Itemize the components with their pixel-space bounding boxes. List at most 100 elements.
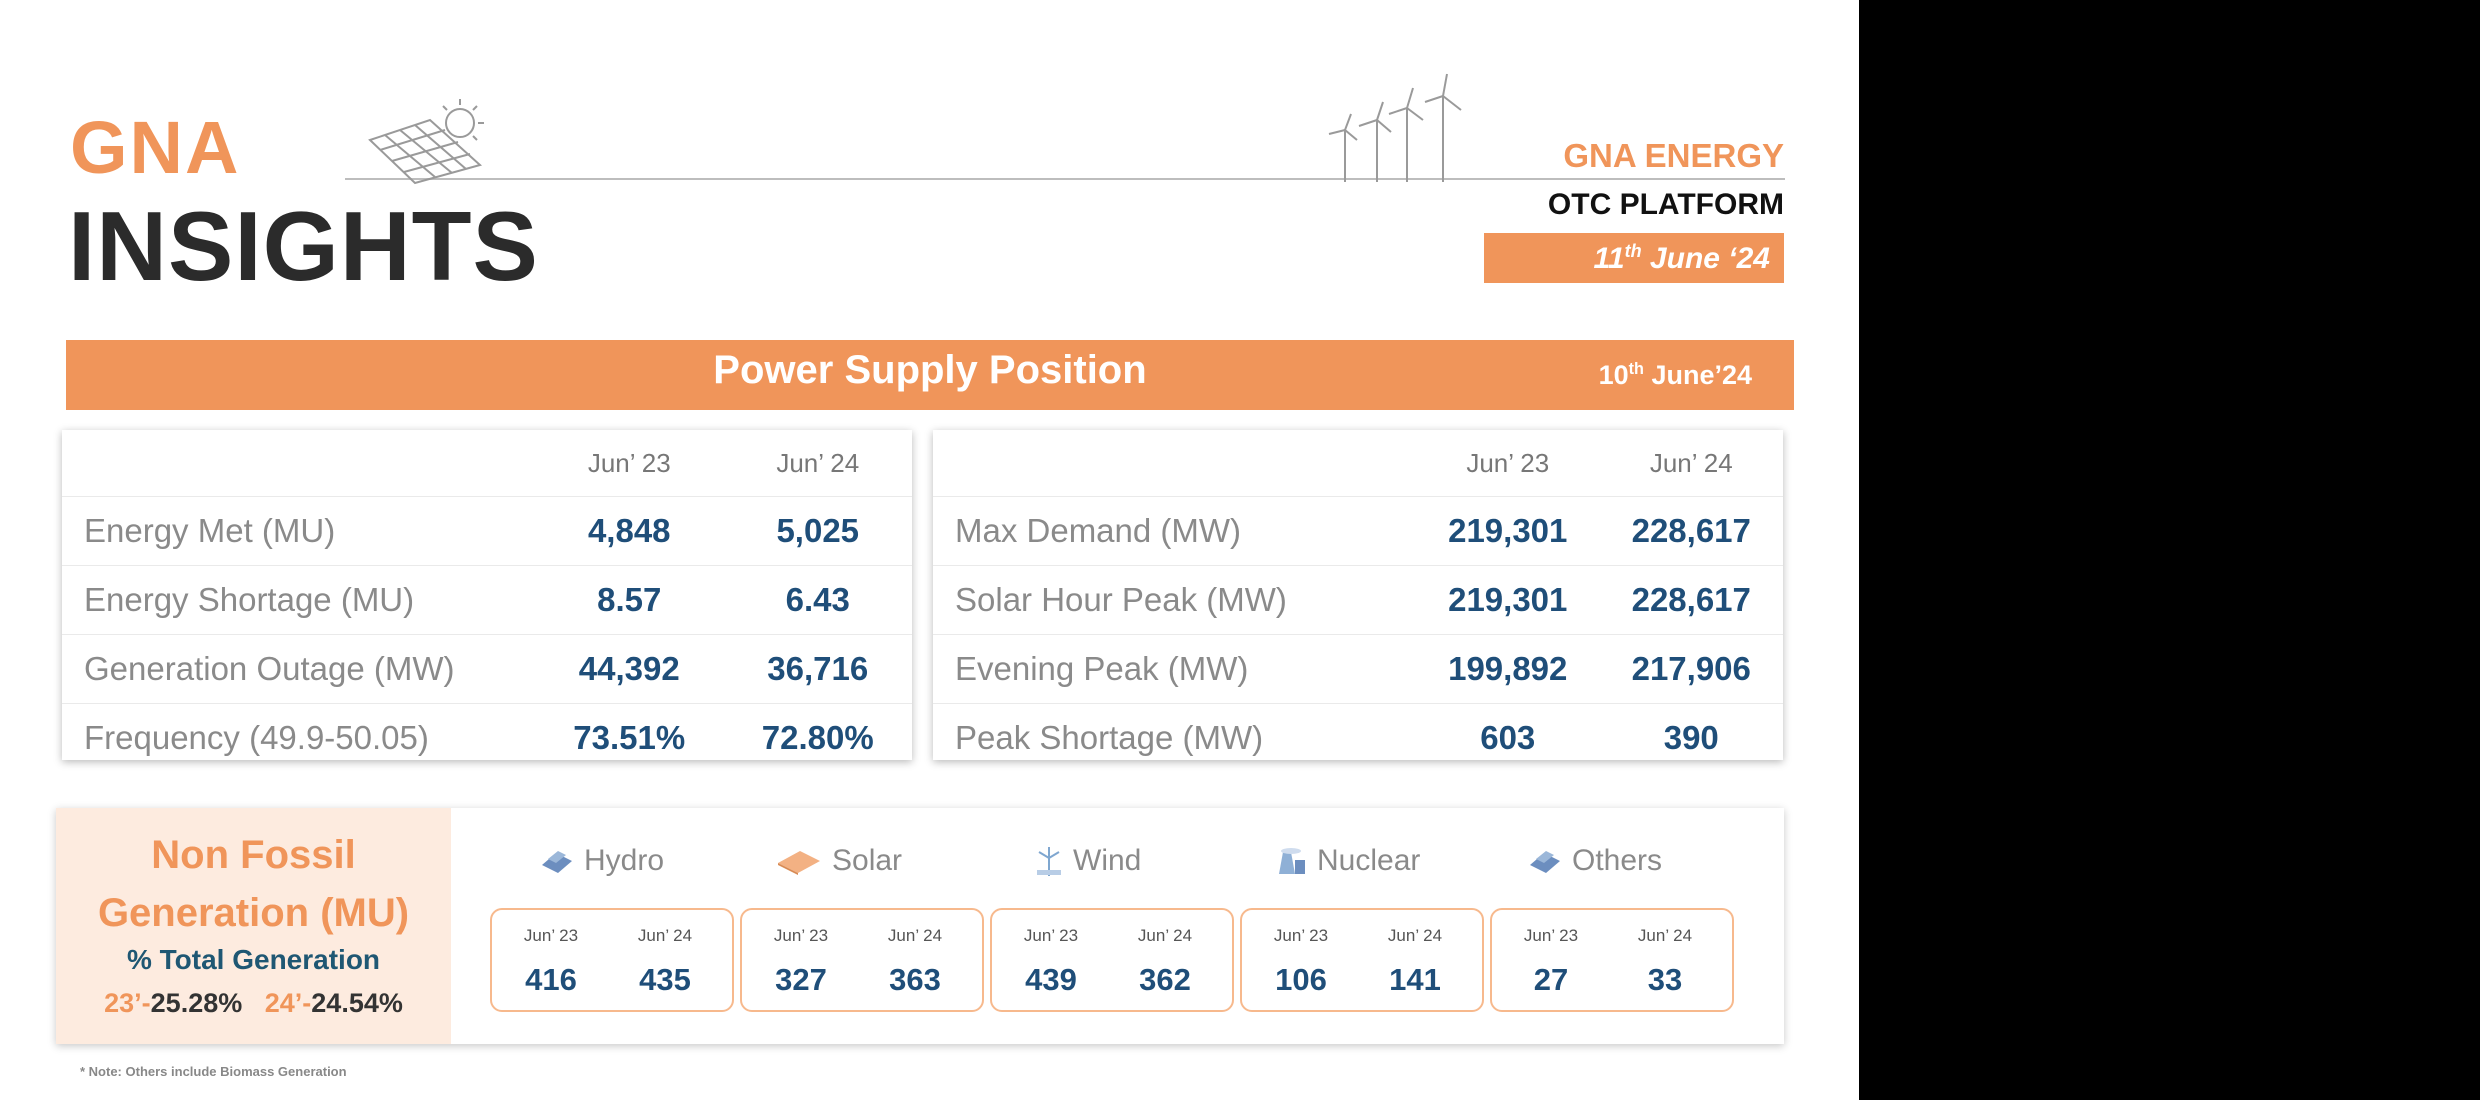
- table-row: Frequency (49.9-50.05) 73.51% 72.80%: [62, 703, 912, 772]
- source-header-wind: Wind: [1035, 836, 1141, 886]
- row-label: Evening Peak (MW): [933, 634, 1416, 704]
- column-header: Jun’ 24: [776, 447, 860, 478]
- value-jun23: 8.57: [535, 565, 724, 635]
- pct-2023-label: 23’-: [104, 988, 151, 1018]
- table-row: Solar Hour Peak (MW) 219,301 228,617: [933, 565, 1783, 635]
- report-date-day: 11: [1593, 242, 1625, 275]
- wind-turbines-icon: [1328, 73, 1462, 182]
- value-jun24: 228,617: [1599, 496, 1783, 566]
- value-jun23: 199,892: [1416, 634, 1600, 704]
- section-date: 10th June’24: [1599, 360, 1752, 391]
- value-jun23: 219,301: [1416, 565, 1600, 635]
- value-jun24: 72.80%: [723, 703, 912, 772]
- nuclear-icon: [1279, 848, 1305, 874]
- value-jun23: 603: [1416, 703, 1600, 772]
- column-header: Jun’ 24: [1649, 447, 1733, 478]
- non-fossil-subtitle: % Total Generation: [126, 944, 381, 975]
- year-label: Jun’ 23: [773, 926, 829, 945]
- source-name: Nuclear: [1317, 844, 1421, 877]
- value-jun24: 390: [1599, 703, 1783, 772]
- row-label: Energy Shortage (MU): [62, 565, 535, 635]
- value-jun23: 4,848: [535, 496, 724, 566]
- row-label: Peak Shortage (MW): [933, 703, 1416, 772]
- source-card-wind: Jun’ 23 Jun’ 24 439 362: [990, 908, 1234, 1012]
- source-name: Others: [1572, 844, 1663, 877]
- source-value-jun23: 439: [1025, 962, 1077, 997]
- row-label: Max Demand (MW): [933, 496, 1416, 566]
- section-title: Power Supply Position: [713, 348, 1147, 392]
- year-label: Jun’ 23: [1523, 926, 1579, 945]
- report-sheet: GNA INSIGHTS GNA ENERGY OTC PLATFORM 11t…: [0, 0, 1859, 1100]
- year-label: Jun’ 24: [1137, 926, 1193, 945]
- section-banner: Power Supply Position 10th June’24: [66, 340, 1794, 410]
- report-date-suffix: th: [1624, 241, 1642, 261]
- year-label: Jun’ 24: [637, 926, 693, 945]
- row-label: Energy Met (MU): [62, 496, 535, 566]
- source-value-jun24: 362: [1139, 962, 1191, 997]
- column-header: Jun’ 23: [587, 447, 671, 478]
- pct-2024-value: 24.54%: [311, 988, 403, 1018]
- source-value-jun23: 416: [525, 962, 577, 997]
- report-date-rest: June ‘24: [1641, 242, 1770, 275]
- hydro-icon: [542, 851, 572, 873]
- non-fossil-title: Non Fossil Generation (MU): [56, 826, 451, 942]
- source-card-nuclear: Jun’ 23 Jun’ 24 106 141: [1240, 908, 1484, 1012]
- brand-subtitle: OTC PLATFORM: [1547, 188, 1784, 221]
- supply-table-left: Jun’ 23 Jun’ 24 Energy Met (MU) 4,848 5,…: [62, 430, 912, 772]
- source-value-jun23: 327: [775, 962, 827, 997]
- row-label: Solar Hour Peak (MW): [933, 565, 1416, 635]
- logo-gna-text: GNA: [70, 106, 241, 189]
- solar-panel-icon: [368, 99, 484, 185]
- source-header-hydro: Hydro: [540, 836, 664, 886]
- non-fossil-title-line1: Non Fossil: [151, 833, 356, 877]
- source-header-nuclear: Nuclear: [1275, 836, 1420, 886]
- table-header-row: Jun’ 23 Jun’ 24: [933, 430, 1783, 497]
- table-row: Energy Met (MU) 4,848 5,025: [62, 496, 912, 566]
- header-blank: [933, 430, 1416, 497]
- value-jun23: 219,301: [1416, 496, 1600, 566]
- column-header: Jun’ 23: [1466, 447, 1550, 478]
- supply-table-right: Jun’ 23 Jun’ 24 Max Demand (MW) 219,301 …: [933, 430, 1783, 772]
- pct-2024-label: 24’-: [264, 988, 312, 1018]
- others-icon: [1530, 851, 1560, 873]
- brand-name: GNA ENERGY: [1563, 137, 1784, 174]
- year-label: Jun’ 23: [1023, 926, 1079, 945]
- source-value-jun23: 106: [1275, 962, 1327, 997]
- table-row: Generation Outage (MW) 44,392 36,716: [62, 634, 912, 704]
- wind-icon: [1037, 847, 1061, 876]
- source-card-others: Jun’ 23 Jun’ 24 27 33: [1490, 908, 1734, 1012]
- source-value-jun24: 141: [1389, 962, 1441, 997]
- source-header-solar: Solar: [776, 836, 902, 886]
- footnote: * Note: Others include Biomass Generatio…: [80, 1064, 347, 1079]
- value-jun23: 73.51%: [535, 703, 724, 772]
- table-row: Energy Shortage (MU) 8.57 6.43: [62, 565, 912, 635]
- source-name: Solar: [832, 844, 903, 877]
- value-jun24: 36,716: [723, 634, 912, 704]
- source-card-hydro: Jun’ 23 Jun’ 24 416 435: [490, 908, 734, 1012]
- section-date-rest: June’24: [1643, 360, 1752, 390]
- value-jun24: 217,906: [1599, 634, 1783, 704]
- source-card-solar: Jun’ 23 Jun’ 24 327 363: [740, 908, 984, 1012]
- report-date: 11th June ‘24: [1484, 233, 1784, 283]
- non-fossil-title-line2: Generation (MU): [97, 891, 410, 935]
- value-jun24: 6.43: [723, 565, 912, 635]
- header-divider: [345, 178, 1785, 180]
- row-label: Frequency (49.9-50.05): [62, 703, 535, 772]
- non-fossil-summary: Non Fossil Generation (MU) % Total Gener…: [56, 808, 451, 1044]
- value-jun24: 228,617: [1599, 565, 1783, 635]
- pct-2023-value: 25.28%: [150, 988, 243, 1018]
- value-jun23: 44,392: [535, 634, 724, 704]
- non-fossil-percentages: 23’-25.28% 24’-24.54%: [56, 988, 451, 1019]
- row-label: Generation Outage (MW): [62, 634, 535, 704]
- table-row: Peak Shortage (MW) 603 390: [933, 703, 1783, 772]
- source-value-jun24: 33: [1647, 962, 1683, 997]
- table-row: Max Demand (MW) 219,301 228,617: [933, 496, 1783, 566]
- logo-insights-text: INSIGHTS: [68, 191, 539, 301]
- value-jun24: 5,025: [723, 496, 912, 566]
- source-name: Wind: [1073, 844, 1142, 877]
- year-label: Jun’ 23: [1273, 926, 1329, 945]
- year-label: Jun’ 24: [1387, 926, 1443, 945]
- source-value-jun23: 27: [1533, 962, 1569, 997]
- section-date-day: 10: [1598, 360, 1629, 390]
- table-row: Evening Peak (MW) 199,892 217,906: [933, 634, 1783, 704]
